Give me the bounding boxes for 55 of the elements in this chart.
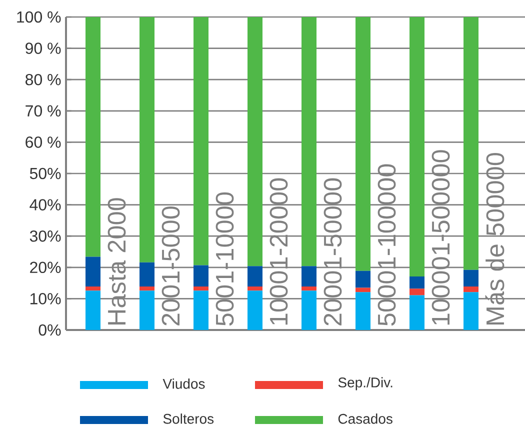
bar — [302, 286, 317, 291]
bar — [356, 270, 371, 288]
legend-label: Casados — [338, 414, 392, 424]
bar — [194, 290, 209, 330]
y-tick-label: 10% — [30, 293, 61, 304]
bar — [464, 286, 479, 292]
y-tick-label: 20% — [30, 262, 61, 274]
bar — [140, 17, 155, 262]
y-tick-label: 50% — [30, 168, 61, 180]
bar — [86, 256, 100, 286]
bar — [194, 286, 209, 291]
bar — [86, 290, 100, 330]
y-tick-label: 30% — [30, 230, 61, 242]
y-tick-label: 90 % — [26, 42, 61, 54]
bar — [194, 17, 209, 266]
legend-label: Viudos — [162, 378, 205, 389]
bar — [410, 17, 424, 276]
bar — [248, 286, 262, 291]
x-tick-label: 10001-20000 — [270, 178, 288, 325]
y-tick-label: 60 % — [26, 136, 61, 148]
bar — [356, 288, 371, 292]
x-tick-label: 50001-100000 — [378, 164, 396, 326]
bar — [302, 290, 317, 330]
x-tick-label: Hasta 2000 — [108, 198, 126, 325]
bar — [464, 270, 479, 286]
bar — [248, 290, 262, 330]
y-tick-label: 40% — [30, 199, 61, 210]
bar — [356, 292, 371, 330]
bar — [140, 286, 155, 291]
bar — [410, 288, 424, 296]
bar — [140, 262, 155, 286]
bar — [248, 266, 262, 286]
y-tick-label: 70 % — [26, 105, 61, 117]
legend-label: Solteros — [163, 414, 214, 424]
x-tick-label: 2001-5000 — [162, 206, 180, 326]
x-tick-label: 5001-10000 — [216, 192, 234, 326]
legend-label: Sep./Div. — [338, 377, 392, 390]
bar — [302, 16, 317, 266]
x-tick-label: 100001-500000 — [432, 150, 450, 325]
y-tick-label: 0% — [38, 324, 61, 336]
y-tick-label: 100 % — [17, 11, 61, 23]
bar — [464, 17, 479, 270]
bar — [140, 290, 155, 330]
bar — [86, 17, 100, 257]
bar — [356, 17, 371, 271]
bar — [302, 266, 317, 286]
bar — [194, 265, 209, 286]
bar — [410, 295, 424, 330]
bar — [464, 292, 479, 330]
y-tick-label: 80 % — [26, 74, 61, 86]
bar — [248, 16, 262, 266]
x-tick-label: 20001-50000 — [324, 178, 342, 326]
bar — [410, 276, 424, 289]
x-tick-label: Más de 500000 — [485, 153, 504, 325]
bar — [86, 286, 100, 291]
